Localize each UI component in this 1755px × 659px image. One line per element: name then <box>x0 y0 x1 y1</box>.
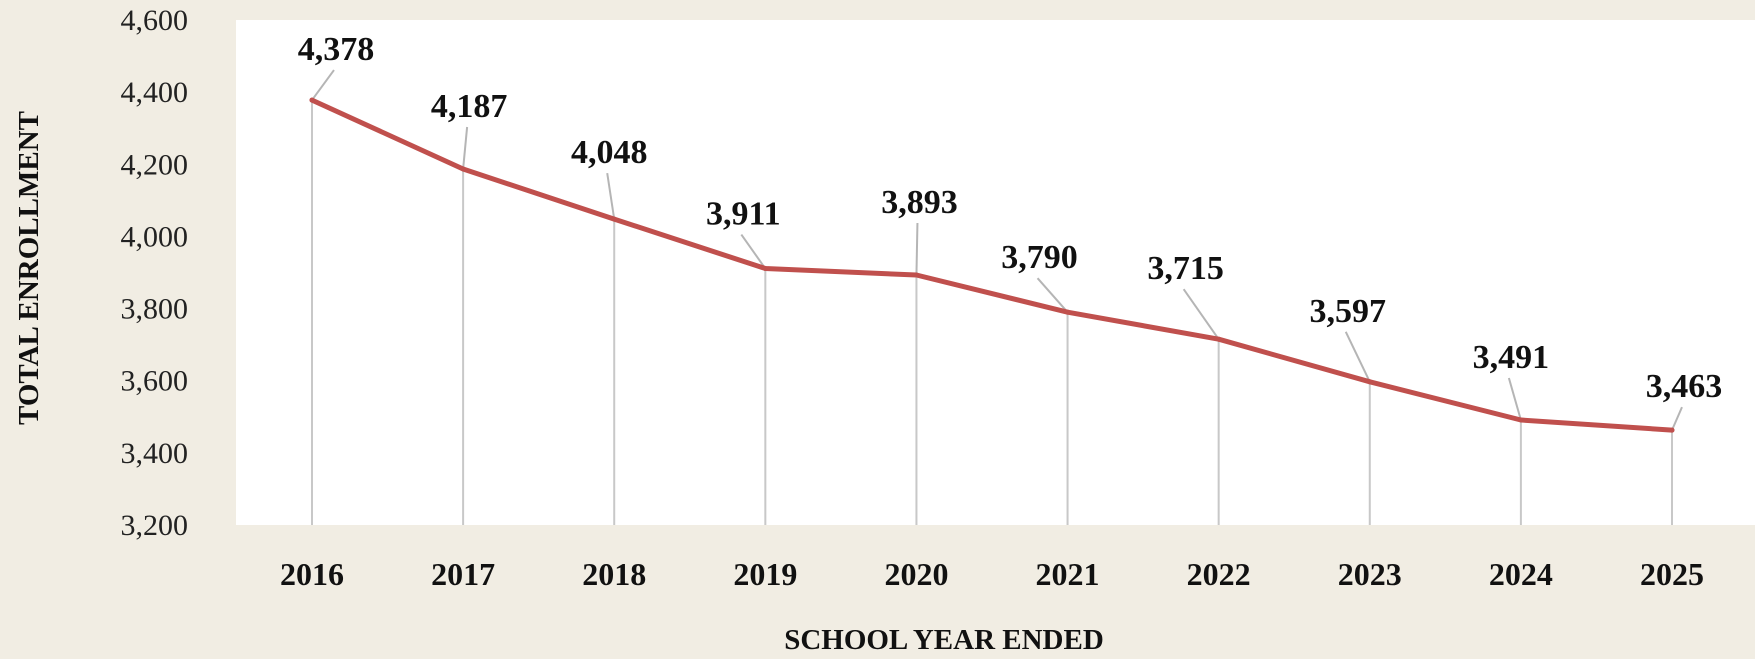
y-tick-label: 3,600 <box>121 365 189 398</box>
x-tick-label: 2021 <box>1036 556 1100 592</box>
y-axis-ticks: 3,200 3,400 3,600 3,800 4,000 4,200 4,400 4,600 <box>121 4 189 542</box>
label-leader-line <box>1036 277 1069 313</box>
label-leader-line <box>1182 288 1220 340</box>
data-point <box>460 166 466 172</box>
data-label: 3,597 <box>1310 293 1387 330</box>
data-label: 3,463 <box>1646 368 1723 405</box>
label-leader-line <box>1507 377 1522 421</box>
data-point <box>1216 336 1222 342</box>
x-axis-ticks: 2016 2017 2018 2019 2020 2021 2022 2023 2024 2025 <box>280 556 1704 592</box>
x-tick-label: 2017 <box>431 556 495 592</box>
enrollment-series-line <box>309 97 1675 433</box>
data-point <box>1669 427 1675 433</box>
y-tick-label: 3,400 <box>121 437 189 470</box>
y-tick-label: 4,000 <box>121 220 189 253</box>
x-tick-label: 2018 <box>582 556 646 592</box>
data-label: 4,187 <box>431 88 508 125</box>
x-tick-label: 2019 <box>733 556 797 592</box>
y-tick-label: 3,800 <box>121 293 189 326</box>
label-leader-line <box>915 223 919 276</box>
x-tick-label: 2023 <box>1338 556 1402 592</box>
data-label: 4,378 <box>298 31 375 68</box>
y-tick-label: 4,400 <box>121 76 189 109</box>
data-labels: 4,378 4,187 4,048 3,911 3,893 3,790 3,715 3,597… <box>298 31 1723 405</box>
y-tick-label: 4,600 <box>121 4 189 37</box>
data-point <box>1518 417 1524 423</box>
drop-lines <box>311 69 1683 525</box>
label-leader-line <box>740 233 767 270</box>
label-leader-line <box>1344 331 1371 383</box>
y-axis-title: TOTAL ENROLLMENT <box>13 111 45 425</box>
data-point <box>1367 379 1373 385</box>
x-tick-label: 2024 <box>1489 556 1553 592</box>
label-leader-line <box>1671 406 1683 431</box>
data-point <box>309 97 315 103</box>
data-label: 3,491 <box>1473 339 1550 376</box>
x-tick-label: 2016 <box>280 556 344 592</box>
x-tick-label: 2025 <box>1640 556 1704 592</box>
label-leader-line <box>311 69 335 101</box>
data-point <box>913 272 919 278</box>
x-axis-title: SCHOOL YEAR ENDED <box>784 624 1104 656</box>
label-leader-line <box>462 126 469 170</box>
plot-area <box>236 20 1755 525</box>
data-point <box>1065 309 1071 315</box>
data-label: 4,048 <box>571 134 648 171</box>
x-tick-label: 2020 <box>884 556 948 592</box>
y-tick-label: 3,200 <box>121 509 189 542</box>
series-layer <box>309 97 1675 433</box>
data-label: 3,911 <box>706 196 781 233</box>
label-leader-line <box>606 172 616 220</box>
y-tick-label: 4,200 <box>121 148 189 181</box>
data-point <box>762 266 768 272</box>
data-point <box>611 216 617 222</box>
data-label: 3,893 <box>881 184 958 221</box>
data-label: 3,715 <box>1147 250 1224 287</box>
x-tick-label: 2022 <box>1187 556 1251 592</box>
data-label: 3,790 <box>1001 239 1078 276</box>
